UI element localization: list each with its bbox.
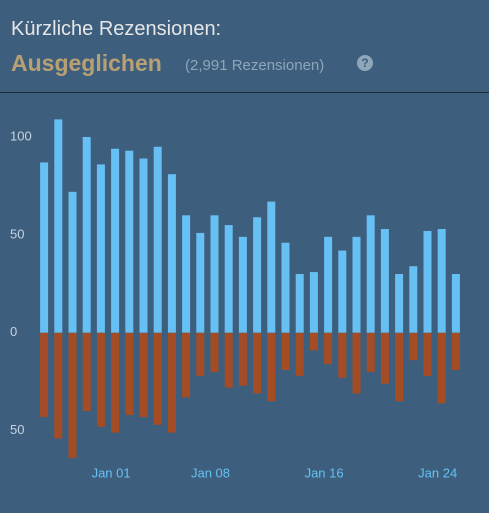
bar: [210, 332, 219, 372]
bar: [139, 158, 148, 333]
x-tick-label: Jan 24: [418, 465, 457, 480]
bar: [238, 236, 247, 333]
bar: [182, 215, 191, 333]
bar: [295, 274, 304, 333]
bar: [309, 332, 318, 351]
bar: [451, 332, 460, 370]
bar: [224, 225, 233, 333]
bar: [324, 332, 333, 365]
x-tick-label: Jan 16: [305, 465, 344, 480]
x-tick-label: Jan 08: [191, 465, 230, 480]
bar: [409, 266, 418, 333]
rating: Ausgeglichen: [11, 50, 162, 76]
bar: [54, 332, 63, 439]
bar: [40, 162, 49, 333]
bar: [267, 332, 276, 402]
bar: [96, 332, 105, 427]
bar: [281, 242, 290, 333]
bar: [111, 332, 120, 433]
bar: [82, 136, 91, 333]
bar: [253, 217, 262, 333]
bar: [395, 332, 404, 402]
bar: [366, 332, 375, 372]
bar: [153, 146, 162, 333]
help-icon[interactable]: ?: [357, 55, 373, 71]
bar: [423, 230, 432, 333]
y-tick-label: 50: [10, 226, 24, 241]
bar: [125, 150, 134, 333]
bar: [409, 332, 418, 361]
bar: [437, 229, 446, 333]
bar: [281, 332, 290, 370]
bar: [437, 332, 446, 404]
bar: [380, 229, 389, 333]
bar: [309, 272, 318, 333]
bar: [324, 236, 333, 333]
bar: [352, 236, 361, 333]
x-tick-label: Jan 01: [92, 465, 131, 480]
bar: [210, 215, 219, 333]
bar: [96, 164, 105, 333]
bar: [253, 332, 262, 394]
bar: [352, 332, 361, 394]
bar: [182, 332, 191, 398]
bar: [68, 332, 77, 459]
bar: [167, 332, 176, 433]
bar: [125, 332, 134, 416]
review-count: (2,991 Rezensionen): [185, 57, 325, 74]
header: Kürzliche Rezensionen: Ausgeglichen (2,9…: [0, 0, 489, 93]
bar: [338, 332, 347, 378]
bar: [82, 332, 91, 412]
bar: [139, 332, 148, 417]
bar: [68, 191, 77, 333]
bar: [451, 274, 460, 333]
y-tick-label: 0: [10, 324, 17, 339]
title: Kürzliche Rezensionen:: [11, 18, 222, 40]
bar: [295, 332, 304, 376]
bar: [338, 250, 347, 333]
bar: [196, 232, 205, 333]
y-tick-label: 100: [10, 128, 32, 143]
bar: [167, 174, 176, 333]
y-tick-label: 50: [10, 422, 24, 437]
bar: [40, 332, 49, 417]
bar: [380, 332, 389, 384]
bar: [111, 148, 120, 333]
bar: [267, 201, 276, 333]
bar: [238, 332, 247, 386]
bar: [423, 332, 432, 376]
bar: [54, 119, 63, 333]
bar: [366, 215, 375, 333]
bar: [196, 332, 205, 376]
bar: [395, 274, 404, 333]
bar: [224, 332, 233, 388]
bar: [153, 332, 162, 425]
